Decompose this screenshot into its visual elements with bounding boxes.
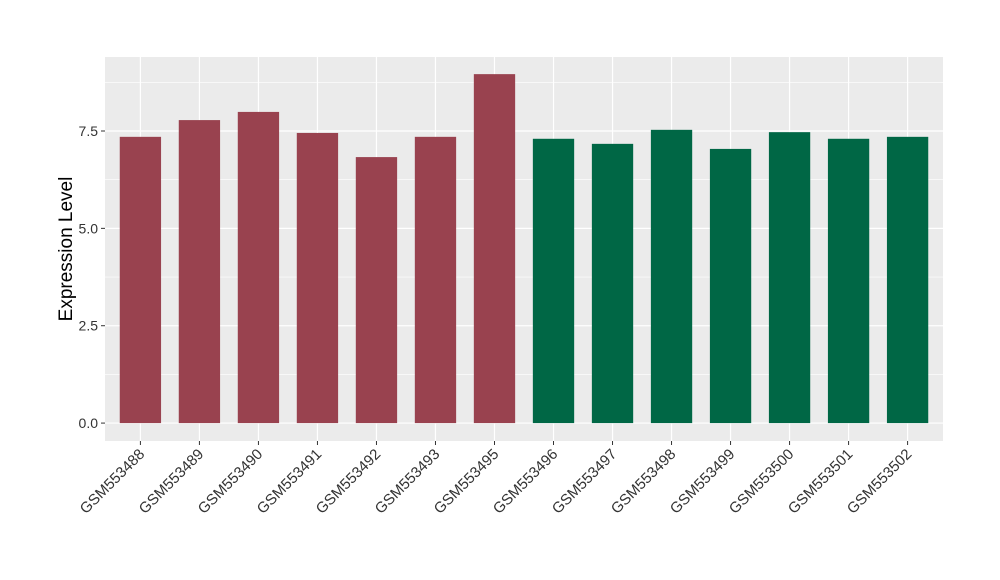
bar <box>355 157 398 424</box>
bar <box>591 143 634 424</box>
bar <box>827 138 870 424</box>
bar <box>768 132 811 424</box>
bar <box>178 120 221 424</box>
bar <box>709 148 752 424</box>
bar <box>886 136 929 424</box>
bar <box>532 138 575 424</box>
bar <box>473 74 516 424</box>
bar <box>119 136 162 424</box>
y-tick-label: 5.0 <box>79 220 99 236</box>
bar <box>650 129 693 424</box>
bar <box>296 132 339 424</box>
y-tick-label: 7.5 <box>79 123 99 139</box>
y-axis-title: Expression Level <box>56 177 77 322</box>
bar <box>414 136 457 424</box>
plot-panel <box>105 57 943 441</box>
bar <box>237 111 280 424</box>
y-tick-label: 0.0 <box>79 415 99 431</box>
y-tick-label: 2.5 <box>79 318 99 334</box>
